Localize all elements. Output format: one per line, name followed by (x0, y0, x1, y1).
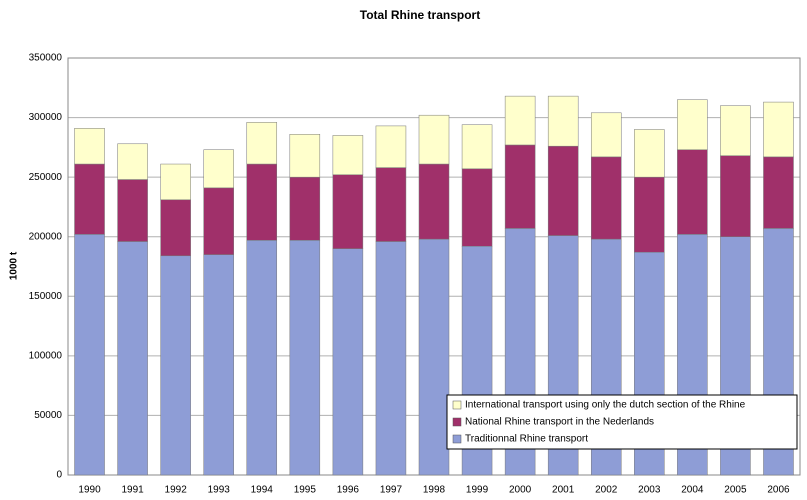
bar-segment (677, 149, 708, 235)
bar-segment (74, 163, 105, 235)
bar-segment (289, 240, 321, 476)
x-tick-label: 2004 (681, 485, 704, 496)
legend-box (446, 394, 798, 450)
x-tick-label: 1996 (337, 485, 360, 496)
bar-segment (160, 199, 191, 257)
x-tick-label: 1999 (466, 485, 489, 496)
bar-segment (418, 238, 450, 476)
legend-label: Traditionnal Rhine transport (465, 434, 588, 445)
bar-segment (117, 143, 148, 180)
x-tick-label: 2002 (595, 485, 618, 496)
bar-segment (160, 255, 191, 476)
bar-segment (763, 156, 794, 229)
chart-title: Total Rhine transport (360, 8, 480, 22)
bar-segment (547, 145, 579, 236)
bar-segment (289, 176, 321, 241)
bar-segment (332, 135, 364, 176)
y-tick-label: 150000 (29, 291, 63, 302)
bar-segment (332, 248, 364, 476)
bar-segment (246, 240, 278, 476)
x-tick-label: 1995 (294, 485, 317, 496)
x-tick-label: 2005 (724, 485, 747, 496)
bar-segment (74, 128, 105, 165)
bar-segment (634, 176, 665, 253)
bar-segment (203, 187, 234, 255)
y-tick-label: 200000 (29, 231, 63, 242)
bar-segment (375, 241, 407, 476)
x-tick-label: 1992 (165, 485, 188, 496)
legend-label: National Rhine transport in the Nederlan… (465, 417, 654, 428)
bar-segment (461, 124, 493, 170)
bar-segment (720, 105, 751, 156)
bar-segment (418, 114, 450, 165)
bar-segment (590, 156, 622, 240)
x-tick-label: 2006 (767, 485, 790, 496)
x-tick-label: 1993 (208, 485, 231, 496)
y-tick-label: 50000 (34, 410, 62, 421)
bar-segment (634, 129, 665, 178)
bar-segment (590, 112, 622, 158)
x-tick-label: 2001 (552, 485, 575, 496)
legend-swatch (452, 434, 462, 444)
bar-segment (74, 234, 105, 476)
x-tick-label: 1991 (121, 485, 144, 496)
bar-segment (504, 144, 536, 229)
x-tick-label: 2000 (509, 485, 532, 496)
y-tick-label: 300000 (29, 112, 63, 123)
bar-segment (547, 95, 579, 147)
x-tick-label: 1994 (251, 485, 274, 496)
bar-segment (203, 254, 234, 476)
bar-segment (763, 101, 794, 158)
x-tick-label: 1998 (423, 485, 446, 496)
bar-segment (117, 179, 148, 242)
x-tick-label: 2003 (638, 485, 661, 496)
bar-segment (720, 155, 751, 237)
bar-segment (375, 167, 407, 242)
bar-segment (461, 168, 493, 247)
bar-segment (375, 125, 407, 168)
y-axis-label: 1000 t (9, 251, 20, 280)
y-tick-label: 100000 (29, 350, 63, 361)
legend-label: International transport using only the d… (465, 400, 746, 411)
bar-segment (677, 99, 708, 150)
x-tick-label: 1990 (78, 485, 101, 496)
bar-segment (203, 149, 234, 189)
x-tick-label: 1997 (380, 485, 403, 496)
y-tick-label: 250000 (29, 172, 63, 183)
legend-swatch (452, 417, 462, 427)
bar-segment (117, 241, 148, 476)
bar-segment (418, 163, 450, 240)
y-tick-label: 0 (56, 470, 62, 481)
bar-segment (504, 95, 536, 146)
bar-segment (289, 134, 321, 178)
bar-segment (246, 163, 278, 241)
bar-segment (160, 163, 191, 201)
y-tick-label: 350000 (29, 53, 63, 64)
bar-segment (332, 174, 364, 249)
bar-segment (246, 122, 278, 165)
legend-swatch (452, 400, 462, 410)
